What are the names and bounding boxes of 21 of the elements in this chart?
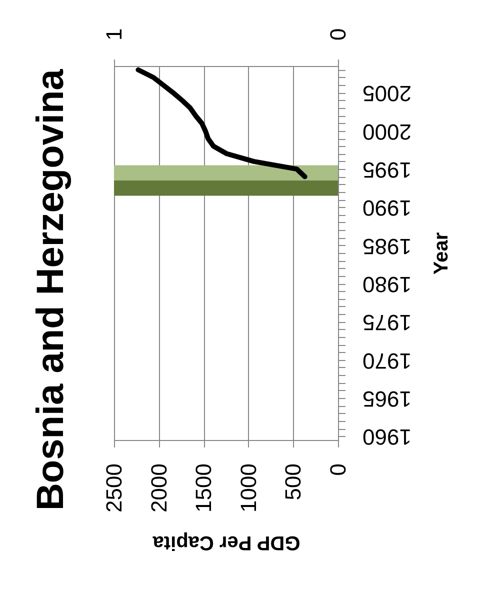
y-tick-label: 1970 — [362, 348, 412, 374]
y-tick-label: 2000 — [362, 119, 412, 144]
y-tick-label: 1975 — [362, 310, 412, 336]
x-tick-label: 500 — [280, 464, 306, 500]
x-tick-label: 1500 — [191, 464, 216, 512]
text: Bosnia and Herzegovina — [30, 68, 72, 511]
y-tick-label: 1965 — [362, 386, 412, 412]
x2-tick-label: 0 — [326, 28, 350, 40]
y-tick-label: 1985 — [362, 234, 412, 259]
x-tick-label: 2500 — [102, 464, 126, 512]
x-tick-label: 0 — [326, 464, 350, 476]
y-tick-label: 1960 — [362, 424, 412, 450]
x-tick-label: 2000 — [146, 464, 172, 512]
y-tick-label: 1995 — [362, 158, 412, 183]
y-tick-label: 1990 — [362, 196, 412, 221]
x-tick-label: 1000 — [236, 464, 261, 512]
y-tick-label: 1980 — [362, 272, 412, 298]
y-axis-title: Year — [430, 232, 452, 275]
x2-tick-label: 1 — [102, 28, 126, 40]
x-axis-title: GDP Per Capita — [152, 531, 300, 554]
y-tick-label: 2005 — [362, 81, 412, 106]
